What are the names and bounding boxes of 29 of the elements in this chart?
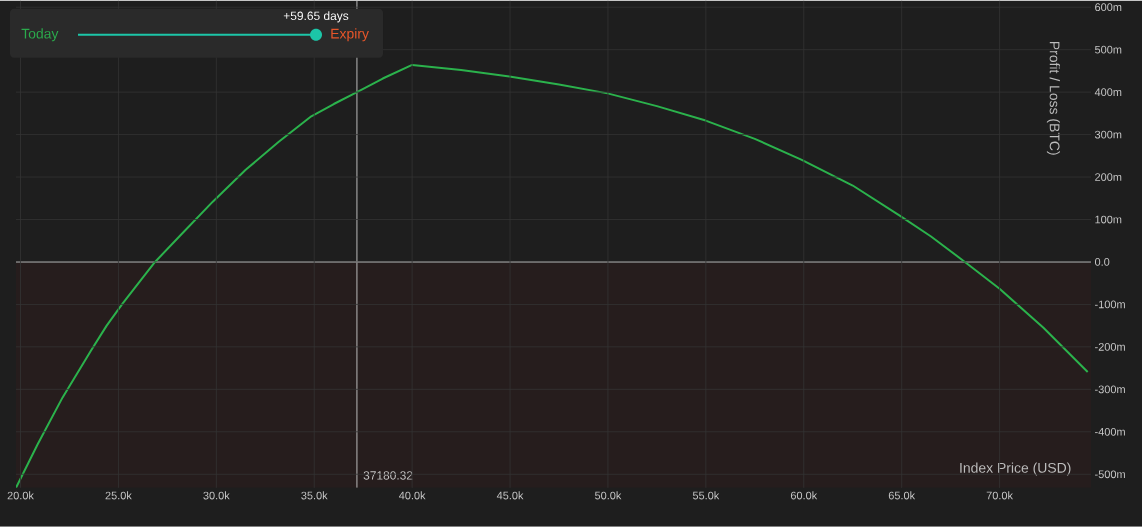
annotation: Today bbox=[21, 28, 59, 42]
x-tick-label: 40.0k bbox=[398, 491, 426, 500]
x-axis-title: Index Price (USD) bbox=[960, 462, 1071, 476]
y-tick-label: 300m bbox=[1094, 130, 1122, 139]
y-tick-label: 0.0 bbox=[1094, 258, 1110, 266]
y-tick-label: -100m bbox=[1095, 300, 1125, 309]
x-tick-label: 20.0k bbox=[7, 491, 34, 500]
x-tick-label: 60.0k bbox=[790, 491, 818, 500]
y-tick-label: 600m bbox=[1095, 3, 1122, 12]
y-tick-label: 200m bbox=[1095, 173, 1122, 181]
x-tick-label: 70.0k bbox=[986, 491, 1014, 500]
x-tick-label: 50.0k bbox=[594, 491, 622, 500]
x-tick-label: 30.0k bbox=[203, 491, 230, 500]
annotation: +59.65 days bbox=[283, 11, 349, 23]
ref-line-label: 37180.32 bbox=[363, 471, 413, 480]
y-tick-label: -400m bbox=[1095, 428, 1125, 436]
y-tick-label: -500m bbox=[1095, 470, 1125, 479]
y-axis-title: Profit / Loss (BTC) bbox=[1046, 42, 1060, 155]
y-tick-label: 500m bbox=[1094, 45, 1122, 54]
y-tick-label: -200m bbox=[1095, 343, 1125, 351]
annotation: Expiry bbox=[331, 28, 369, 42]
x-tick-label: 65.0k bbox=[888, 491, 916, 500]
y-tick-label: 100m bbox=[1095, 215, 1122, 224]
y-tick-label: 400m bbox=[1094, 88, 1122, 97]
x-tick-label: 35.0k bbox=[301, 491, 328, 500]
x-tick-label: 25.0k bbox=[105, 491, 132, 500]
y-tick-label: -300m bbox=[1095, 385, 1125, 394]
x-tick-label: 55.0k bbox=[692, 491, 720, 500]
x-tick-label: 45.0k bbox=[496, 491, 524, 500]
